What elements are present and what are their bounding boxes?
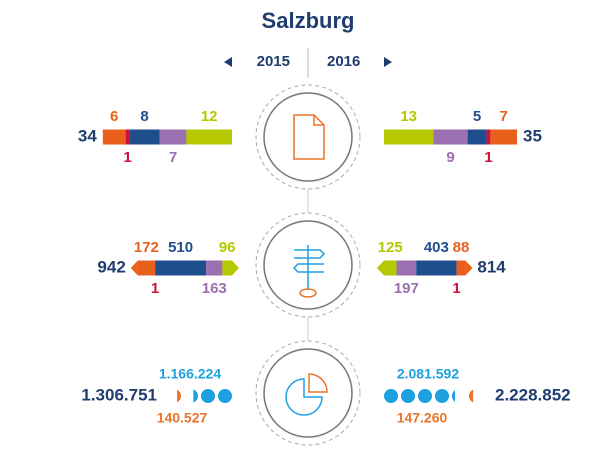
segment-label: 5 (473, 108, 481, 125)
bar-segment (467, 129, 487, 145)
bar-segment (433, 129, 468, 145)
arrow-right (384, 57, 392, 67)
segment-label: 125 (378, 239, 403, 256)
value-dot (218, 389, 232, 403)
bar-arrow (465, 260, 473, 276)
bar-segment (384, 129, 434, 145)
segment-label: 7 (500, 108, 508, 125)
bar-segment (159, 129, 187, 145)
value-dot (435, 389, 449, 403)
bar-segment (137, 260, 155, 276)
total: 35 (523, 126, 542, 145)
bar-segment (416, 260, 457, 276)
value-dot (401, 389, 415, 403)
bar-segment (456, 260, 466, 276)
segment-label: 1 (484, 149, 492, 166)
segment-label: 1 (151, 280, 159, 297)
total: 1.306.751 (81, 385, 157, 404)
part-label: 140.527 (157, 410, 208, 426)
segment-label: 1 (123, 149, 131, 166)
total: 34 (78, 126, 97, 145)
bar-segment (206, 260, 223, 276)
part-label: 1.166.224 (159, 366, 221, 382)
segment-label: 8 (140, 108, 148, 125)
segment-label: 403 (424, 239, 449, 256)
bar-arrow (232, 260, 239, 276)
segment-label: 9 (446, 149, 454, 166)
year-right: 2016 (327, 53, 360, 70)
total: 942 (97, 257, 125, 276)
segment-label: 197 (394, 280, 419, 297)
icon-signpost (255, 212, 361, 318)
part-label: 147.260 (397, 410, 448, 426)
value-dot (469, 389, 474, 403)
value-dot (201, 389, 215, 403)
segment-label: 6 (110, 108, 118, 125)
total: 814 (477, 257, 506, 276)
icon-document (255, 84, 361, 190)
bar-segment (490, 129, 517, 145)
value-dot (418, 389, 432, 403)
bar-arrow (377, 260, 384, 276)
part-label: 2.081.592 (397, 366, 459, 382)
bar-segment (129, 129, 160, 145)
bar-segment (486, 129, 491, 145)
bar-segment (155, 260, 207, 276)
segment-label: 96 (219, 239, 236, 256)
bar-segment (384, 260, 397, 276)
segment-label: 510 (168, 239, 193, 256)
bar-segment (396, 260, 417, 276)
bar-arrow (130, 260, 138, 276)
value-dot (452, 390, 455, 402)
segment-label: 172 (134, 239, 159, 256)
icon-pie (255, 340, 361, 446)
arrow-left (224, 57, 232, 67)
total: 2.228.852 (495, 385, 571, 404)
segment-label: 1 (452, 280, 460, 297)
value-dot (384, 389, 398, 403)
value-dot (177, 389, 181, 403)
segment-label: 88 (453, 239, 470, 256)
year-left: 2015 (257, 53, 290, 70)
segment-label: 12 (201, 108, 218, 125)
title: Salzburg (262, 8, 355, 33)
bar-segment (102, 129, 126, 145)
bar-segment (186, 129, 232, 145)
value-dot (193, 389, 198, 403)
segment-label: 7 (169, 149, 177, 166)
bar-segment (125, 129, 130, 145)
segment-label: 13 (400, 108, 417, 125)
segment-label: 163 (202, 280, 227, 297)
bar-segment (222, 260, 232, 276)
